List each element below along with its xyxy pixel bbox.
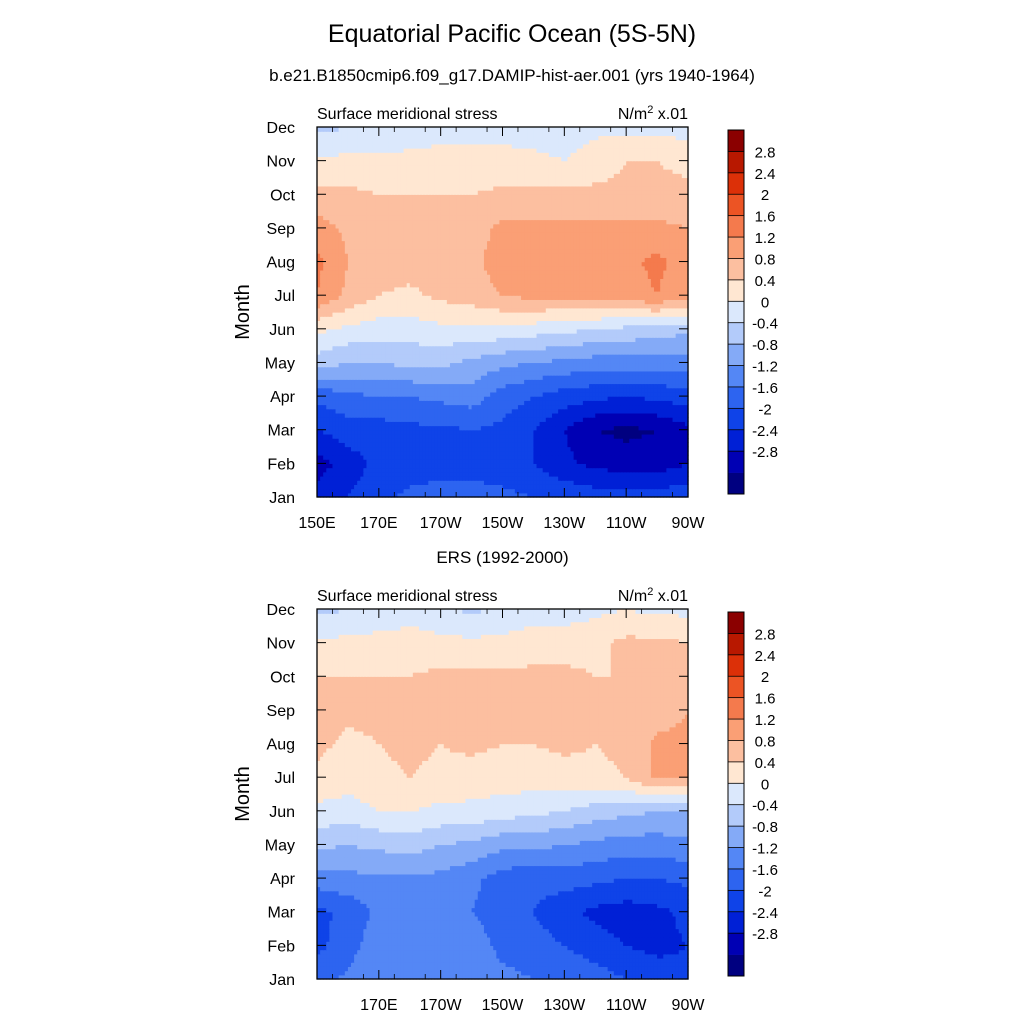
contour-field-panel-1 <box>317 127 689 498</box>
